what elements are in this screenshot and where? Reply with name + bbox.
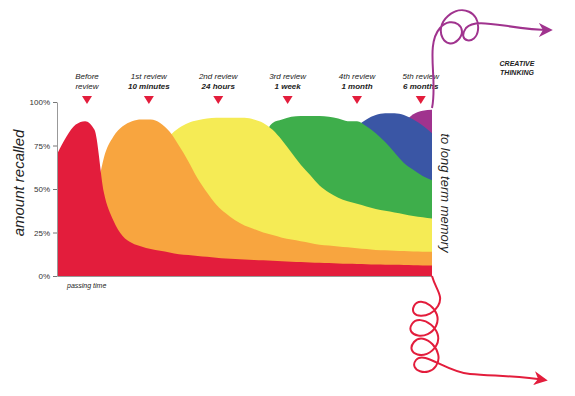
y-axis: 0% 25% 50% 75% 100% xyxy=(30,98,58,281)
review-marker xyxy=(82,96,92,104)
y-tick-mark xyxy=(53,276,57,277)
review-label: 2nd review xyxy=(198,72,239,81)
review-marker xyxy=(213,96,223,104)
review-marker xyxy=(144,96,154,104)
x-axis-line xyxy=(58,276,433,277)
y-axis-line xyxy=(57,103,58,277)
y-tick-label: 100% xyxy=(30,98,50,107)
y-tick-label: 0% xyxy=(38,272,50,281)
recall-area xyxy=(57,121,432,276)
y-tick-label: 75% xyxy=(34,142,50,151)
y-tick-mark xyxy=(53,189,57,190)
side-label: to long term memory xyxy=(438,133,453,254)
x-axis-title: passing time xyxy=(66,282,106,290)
review-annotation: Beforereview xyxy=(75,72,100,104)
y-tick-mark xyxy=(53,146,57,147)
review-annotation: 3rd review1 week xyxy=(269,72,307,104)
y-tick-mark xyxy=(53,233,57,234)
review-annotation: 1st review10 minutes xyxy=(128,72,170,104)
review-marker xyxy=(283,96,293,104)
creative-arrow xyxy=(432,10,550,108)
y-tick: 25% xyxy=(34,229,57,238)
review-label: 5th review xyxy=(403,72,441,81)
exit-label: THINKING xyxy=(500,69,534,76)
y-tick: 50% xyxy=(34,185,57,194)
y-tick-label: 25% xyxy=(34,229,50,238)
review-annotation: 4th review1 month xyxy=(339,72,377,104)
exit-label: CREATIVE xyxy=(500,60,535,67)
review-marker xyxy=(416,96,426,104)
x-axis xyxy=(58,276,433,277)
review-label: 4th review xyxy=(339,72,377,81)
review-label: Before xyxy=(75,72,99,81)
review-annotation: 2nd review24 hours xyxy=(198,72,239,104)
y-tick: 0% xyxy=(38,272,57,281)
y-tick: 75% xyxy=(34,142,57,151)
y-tick: 100% xyxy=(30,98,57,107)
plot-area xyxy=(57,110,432,276)
review-label: 3rd review xyxy=(269,72,307,81)
memory-arrow xyxy=(410,276,545,380)
review-label: 24 hours xyxy=(201,82,236,91)
y-tick-mark xyxy=(53,102,57,103)
y-axis-title: amount recalled xyxy=(10,129,27,236)
review-label: 1 week xyxy=(275,82,302,91)
chart: 0% 25% 50% 75% 100% amount recalled passing ti… xyxy=(0,0,575,396)
review-marker xyxy=(352,96,362,104)
review-label: 1 month xyxy=(341,82,372,91)
review-label: 10 minutes xyxy=(128,82,170,91)
review-label: review xyxy=(75,82,99,91)
y-tick-label: 50% xyxy=(34,185,50,194)
review-label: 1st review xyxy=(131,72,168,81)
